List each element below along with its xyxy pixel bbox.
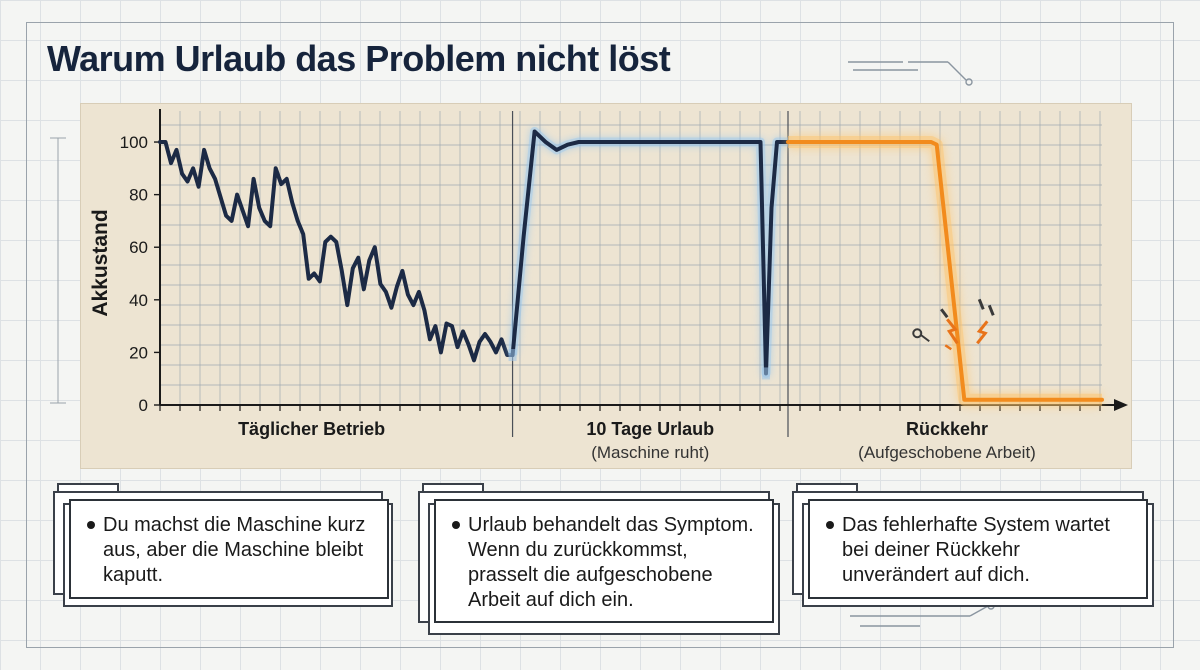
callout-box: Urlaub behandelt das Symptom. Wenn du zu… — [434, 499, 774, 623]
chart-labels: 0 20 40 60 80 100 Akkustand Täglicher Betrieb 10… — [89, 133, 1036, 462]
y-tick-label: 60 — [129, 238, 148, 257]
point-marker — [761, 367, 770, 380]
series-glow — [508, 127, 788, 378]
y-axis-label: Akkustand — [89, 209, 112, 316]
phase-label: 10 Tage Urlaub — [586, 419, 714, 439]
blueprint-decoration-bottom — [850, 604, 995, 627]
chart-panel: 0 20 40 60 80 100 Akkustand Täglicher Betrieb 10… — [80, 103, 1132, 469]
series-glow — [788, 136, 1102, 406]
chart-series — [158, 127, 1104, 406]
chart-annotations — [508, 298, 995, 380]
y-tick-label: 20 — [129, 343, 148, 362]
spark-icon — [912, 298, 995, 351]
callout-text: Du machst die Maschine kurz aus, aber di… — [103, 514, 366, 586]
callout-text: Urlaub behandelt das Symptom. Wenn du zu… — [468, 514, 754, 611]
y-tick-label: 80 — [129, 186, 148, 205]
series-line — [510, 129, 790, 376]
line-chart: 0 20 40 60 80 100 Akkustand Täglicher Betrieb 10… — [89, 109, 1128, 462]
dimension-ruler — [50, 137, 66, 404]
phase-sublabel: (Maschine ruht) — [591, 443, 709, 462]
series-line — [786, 140, 1104, 402]
series-line — [158, 140, 515, 363]
bullet-icon — [452, 521, 460, 529]
x-axis-arrow — [1114, 399, 1128, 411]
phase-sublabel: (Aufgeschobene Arbeit) — [858, 443, 1036, 462]
page-title: Warum Urlaub das Problem nicht löst — [47, 38, 671, 79]
y-tick-label: 0 — [139, 396, 148, 415]
blueprint-decoration-top — [848, 61, 973, 86]
bullet-icon — [87, 521, 95, 529]
phase-label: Rückkehr — [906, 419, 988, 439]
bullet-icon — [826, 521, 834, 529]
phase-dividers — [511, 111, 789, 437]
chart-axes — [154, 109, 1128, 411]
outer-frame — [26, 22, 1174, 648]
callout-box: Das fehlerhafte System wartet bei deiner… — [808, 499, 1148, 599]
point-marker — [508, 349, 517, 362]
y-tick-label: 100 — [120, 133, 148, 152]
callout-box: Du machst die Maschine kurz aus, aber di… — [69, 499, 389, 599]
callout-text: Das fehlerhafte System wartet bei deiner… — [842, 514, 1110, 586]
y-tick-label: 40 — [129, 291, 148, 310]
phase-label: Täglicher Betrieb — [238, 419, 385, 439]
